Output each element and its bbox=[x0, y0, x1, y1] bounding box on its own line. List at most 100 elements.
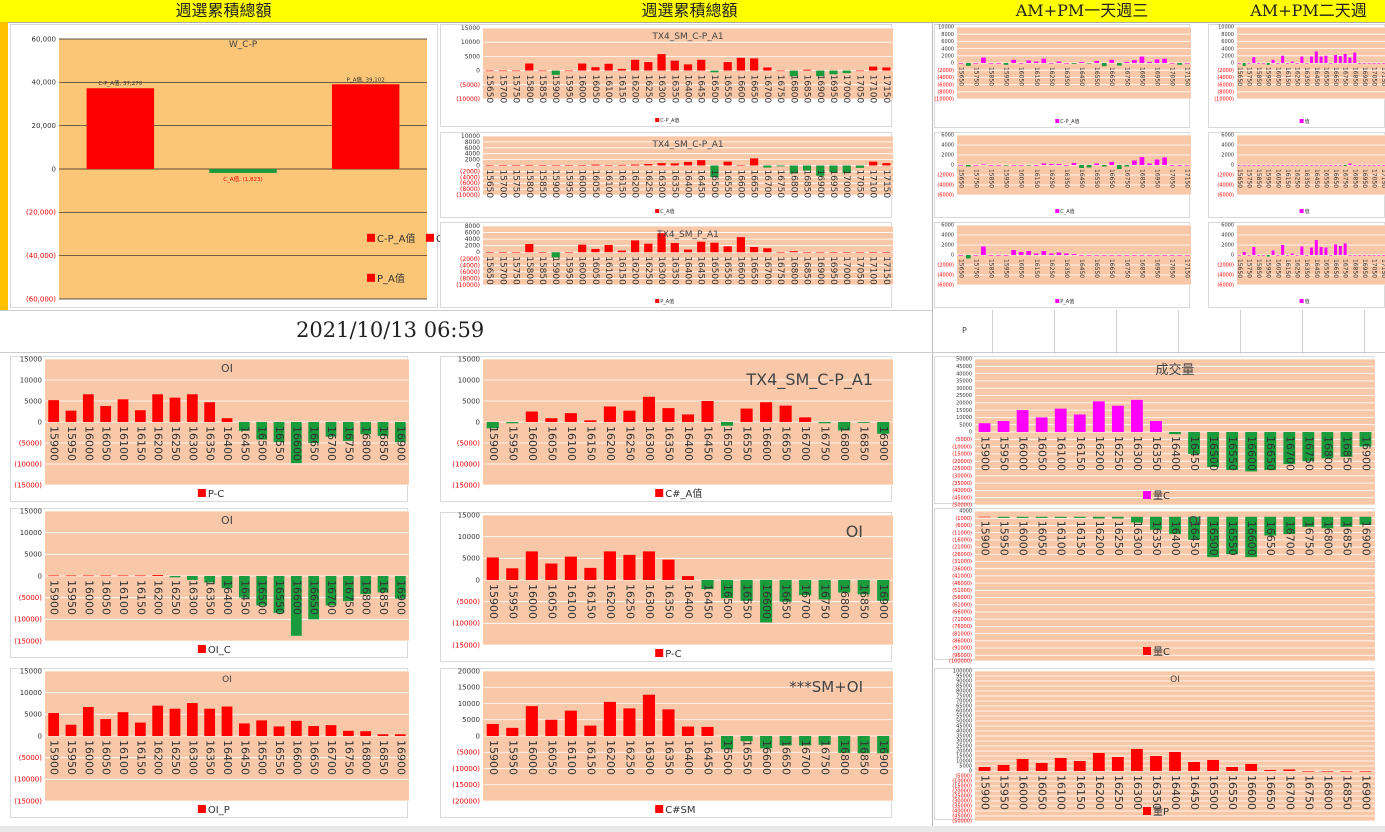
chart-oi_vol_c[interactable]: (100000) (96000) (91000) (86000) (81000) (760… bbox=[934, 508, 1375, 665]
chart-am_cp[interactable]: (10000) (8000) (6000) (4000) (2000) 0 2000 4000… bbox=[934, 24, 1191, 128]
bar-16800 bbox=[1348, 163, 1352, 165]
bar-16550 bbox=[1094, 255, 1099, 256]
bar-15950 bbox=[65, 575, 77, 577]
x-tick-label: 16400 bbox=[1169, 775, 1182, 810]
x-tick-label: 16500 bbox=[709, 170, 719, 199]
x-tick-label: 16700 bbox=[762, 256, 772, 285]
bar-16700 bbox=[763, 67, 772, 71]
y-tick-label: 2000 bbox=[1221, 243, 1234, 249]
y-tick-label: (10000) bbox=[452, 620, 480, 628]
bar-16250 bbox=[623, 708, 636, 736]
bar-16150 bbox=[134, 722, 146, 736]
x-tick-label: 16300 bbox=[656, 256, 666, 285]
y-tick-label: 10000 bbox=[20, 529, 42, 537]
bar-16900 bbox=[816, 252, 825, 253]
x-tick-label: 16250 bbox=[1048, 169, 1055, 188]
bar-16900 bbox=[877, 580, 890, 601]
chart-pm_cp[interactable]: (10000) (8000) (6000) (4000) (2000) 0 2000 4000… bbox=[1208, 24, 1385, 128]
y-tick-label: 10000 bbox=[458, 533, 480, 541]
y-tick-label: (86000) bbox=[952, 638, 972, 644]
x-tick-label: 16550 bbox=[1322, 259, 1329, 278]
x-tick-label: 16550 bbox=[1322, 67, 1329, 86]
y-tick-label: 6000 bbox=[941, 133, 954, 139]
legend-label: P_A值 bbox=[660, 298, 674, 305]
x-tick-label: 16450 bbox=[702, 426, 715, 461]
x-tick-label: 16850 bbox=[1340, 521, 1353, 556]
x-tick-label: 16700 bbox=[325, 426, 338, 461]
y-tick-label: 50000 bbox=[956, 357, 972, 363]
chart-am_p[interactable]: (6000) (4000) (2000) 0 2000 4000 6000 15650 1575… bbox=[934, 222, 1191, 308]
chart-pm_p[interactable]: (6000) (4000) (2000) 0 2000 4000 6000 15650 1575… bbox=[1208, 222, 1385, 308]
chart-pm_c[interactable]: (6000) (4000) (2000) 0 2000 4000 6000 15650 1575… bbox=[1208, 132, 1385, 218]
bar-16900 bbox=[1358, 63, 1362, 64]
bar-16100 bbox=[1026, 165, 1032, 166]
bar-16850 bbox=[857, 736, 870, 754]
y-tick-label: (6000) bbox=[937, 283, 954, 289]
y-tick-label: (16000) bbox=[952, 538, 972, 544]
x-tick-label: 15650 bbox=[484, 75, 494, 104]
bar-16800 bbox=[789, 70, 798, 77]
bar-16650 bbox=[779, 736, 792, 746]
x-tick-label: 15750 bbox=[972, 67, 979, 86]
y-tick-label: (6000) bbox=[1217, 82, 1234, 88]
bar-16450 bbox=[238, 723, 250, 736]
chart-svg: (6000) (4000) (2000) 0 2000 4000 6000 15650 1575… bbox=[937, 133, 1191, 215]
x-tick-label: 15750 bbox=[511, 75, 521, 104]
bar-16500 bbox=[710, 70, 719, 73]
bar-15850 bbox=[1257, 255, 1261, 256]
x-tick-label: 16400 bbox=[683, 256, 693, 285]
y-tick-label: 0 bbox=[1231, 61, 1234, 67]
y-tick-label: (15000) bbox=[452, 481, 480, 489]
bar-16350 bbox=[1150, 516, 1162, 530]
x-tick-label: 16900 bbox=[1359, 436, 1372, 471]
bar-15700 bbox=[965, 255, 971, 259]
x-tick-label: 16550 bbox=[1226, 521, 1239, 556]
bar-16050 bbox=[545, 719, 558, 736]
y-tick-label: 0 bbox=[38, 732, 42, 740]
x-tick-label: 15950 bbox=[563, 170, 573, 199]
x-tick-label: 15950 bbox=[506, 426, 519, 461]
chart-sm_cp_a1[interactable]: (10000) (5000) 0 5000 10000 15000 15650 15700 15… bbox=[440, 24, 893, 127]
bar-16200 bbox=[1092, 516, 1105, 519]
chart-oi_c[interactable]: (15000) (10000) (5000) 0 5000 10000 15000 15900… bbox=[10, 507, 409, 658]
x-tick-label: 16800 bbox=[788, 256, 798, 285]
bar-16450 bbox=[1188, 762, 1200, 771]
bar-16600 bbox=[760, 736, 773, 749]
chart-oi_pc[interactable]: (15000) (10000) (5000) 0 5000 10000 15000 15900… bbox=[10, 355, 409, 502]
chart-oi_pc2[interactable]: (15000) (10000) (5000) 0 5000 10000 15000 15900… bbox=[440, 511, 893, 662]
y-tick-label: (40,000) bbox=[26, 252, 56, 260]
chart-sm_c_a1[interactable]: (10000) (8000) (6000) (4000) (2000) 0 2000 4000… bbox=[440, 132, 893, 218]
x-tick-label: 16100 bbox=[565, 740, 578, 775]
bar-17050 bbox=[1169, 165, 1175, 166]
chart-sm_p_a1[interactable]: (10000) (8000) (6000) (4000) (2000) 0 2000 4000… bbox=[440, 222, 893, 308]
chart-oi_p[interactable]: (15000) (10000) (5000) 0 5000 10000 15000 15900… bbox=[10, 667, 409, 818]
chart-sm_cp_a1_big[interactable]: (15000) (10000) (5000) 0 5000 10000 15000 15900… bbox=[440, 355, 893, 502]
bar-16050 bbox=[100, 406, 112, 422]
bar-16250 bbox=[644, 164, 653, 166]
y-tick-label: (15000) bbox=[952, 784, 972, 790]
bar-16550 bbox=[1226, 516, 1239, 555]
legend-swatch bbox=[1299, 119, 1304, 123]
bar-16950 bbox=[1362, 255, 1366, 256]
chart-summary[interactable]: (60,000) (40,000) (20,000) 0 20,000 40,000 60,… bbox=[10, 24, 465, 308]
bar-16550 bbox=[723, 161, 732, 166]
x-tick-label: 16300 bbox=[1131, 775, 1144, 810]
chart-am_c[interactable]: (6000) (4000) (2000) 0 2000 4000 6000 15650 1575… bbox=[934, 132, 1191, 218]
bar-16500 bbox=[1086, 255, 1092, 256]
y-tick-label: 10000 bbox=[458, 700, 480, 708]
x-tick-label: 16550 bbox=[273, 740, 286, 775]
chart-sm_oi[interactable]: (20000) (15000) (10000) (5000) 0 5000 10000 150… bbox=[440, 667, 893, 818]
bar-16450 bbox=[697, 241, 706, 253]
x-tick-label: 15800 bbox=[524, 170, 534, 199]
header-left: 週選累積總額 bbox=[0, 0, 447, 23]
chart-vol_c[interactable]: (50000) (45000) (40000) (35000) (30000) (2500… bbox=[934, 356, 1375, 509]
y-tick-label: 5000 bbox=[24, 711, 42, 719]
bar-15800 bbox=[1252, 57, 1256, 63]
bar-15750 bbox=[1247, 165, 1251, 166]
y-tick-label: (100000) bbox=[949, 659, 972, 665]
y-tick-label: 15000 bbox=[956, 754, 972, 760]
sheet-tab-bar[interactable] bbox=[0, 826, 1385, 832]
y-tick-label: (10000) bbox=[952, 779, 972, 785]
chart-oi_vol_p[interactable]: (50000) (45000) (40000) (35000) (30000) (2500… bbox=[934, 668, 1375, 825]
y-tick-label: 0 bbox=[476, 732, 480, 740]
